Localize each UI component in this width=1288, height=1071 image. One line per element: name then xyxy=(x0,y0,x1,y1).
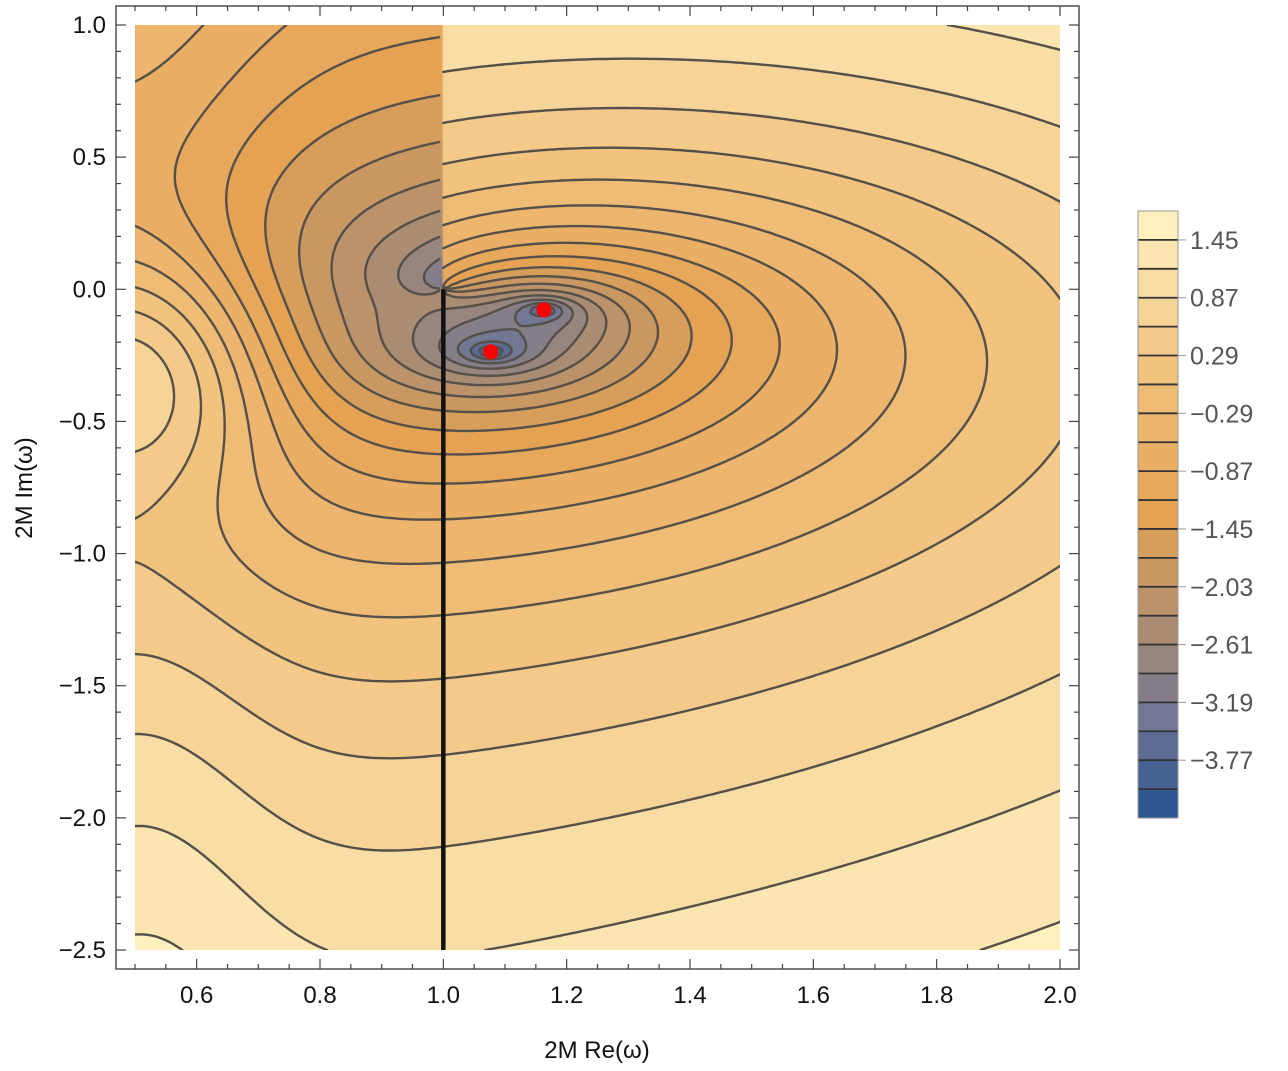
colorbar-band xyxy=(1138,268,1178,299)
y-axis-title: 2M Im(ω) xyxy=(11,437,38,538)
y-tick-label: 1.0 xyxy=(73,12,106,39)
contour-line-18 xyxy=(135,25,1060,950)
colorbar-band xyxy=(1138,355,1178,385)
contour-line-8 xyxy=(298,140,660,414)
colorbar-band xyxy=(1138,557,1178,588)
colorbar-label: −3.19 xyxy=(1190,689,1253,717)
plot-area xyxy=(135,25,1060,950)
colorbar-band xyxy=(1138,528,1178,559)
colorbar-band xyxy=(1138,297,1178,328)
colorbar-band xyxy=(1138,413,1178,443)
y-tick-label: −1.5 xyxy=(59,673,106,700)
colorbar-band xyxy=(1138,731,1178,761)
x-axis-tick-labels: 0.6 0.8 1.0 1.2 1.4 1.6 1.8 2.0 xyxy=(180,982,1077,1009)
y-tick-label: −2.0 xyxy=(59,805,106,832)
colorbar-label: 0.29 xyxy=(1190,343,1239,371)
x-tick-label: 0.8 xyxy=(303,982,336,1009)
contour-line-17 xyxy=(135,57,1060,852)
colorbar-band xyxy=(1138,471,1178,501)
colorbar-band xyxy=(1138,760,1178,790)
y-tick-label: 0.5 xyxy=(73,144,106,171)
contour-line-11 xyxy=(173,25,781,485)
colorbar-band xyxy=(1138,326,1178,357)
axis-ticks xyxy=(116,6,1079,969)
colorbar-label: −0.29 xyxy=(1190,400,1253,428)
colorbar-band xyxy=(1138,789,1178,819)
contour-line-13 xyxy=(135,204,907,566)
y-axis-tick-labels: 1.0 0.5 0.0 −0.5 −1.0 −1.5 −2.0 −2.5 xyxy=(59,12,106,964)
x-tick-label: 1.8 xyxy=(920,982,953,1009)
contour-line-4 xyxy=(422,258,574,370)
colorbar-band xyxy=(1138,384,1178,414)
contour-line-6 xyxy=(364,209,608,387)
contour-line-2 xyxy=(469,304,556,361)
marker-zero-2 xyxy=(483,344,499,360)
colorbar-band xyxy=(1138,644,1178,674)
marked-points xyxy=(483,302,552,360)
y-tick-label: 0.0 xyxy=(73,276,106,303)
colorbar-band xyxy=(1138,239,1178,270)
y-tick-label: −2.5 xyxy=(59,937,106,964)
x-tick-label: 1.2 xyxy=(550,982,583,1009)
colorbar-band xyxy=(1138,211,1178,241)
contour-fill xyxy=(135,25,1060,950)
y-tick-label: −0.5 xyxy=(59,408,106,435)
colorbar-band xyxy=(1138,500,1178,530)
colorbar-frame xyxy=(1137,210,1179,819)
x-tick-label: 0.6 xyxy=(180,982,213,1009)
contour-line-15 xyxy=(135,146,1060,683)
x-tick-label: 1.4 xyxy=(673,982,706,1009)
contour-line-16 xyxy=(135,106,1060,760)
colorbar-label: 1.45 xyxy=(1190,227,1239,255)
contour-line-12 xyxy=(135,25,839,521)
contour-line-19 xyxy=(135,920,1060,950)
colorbar-legend: 1.45 0.87 0.29 −0.29 −0.87 −1.45 −2.03 −2.61 −3.… xyxy=(1137,210,1253,819)
contour-line-9 xyxy=(264,94,693,433)
colorbar-band xyxy=(1138,442,1178,472)
colorbar-band xyxy=(1138,702,1178,732)
colorbar-label: −1.45 xyxy=(1190,516,1253,544)
colorbar-label: −2.03 xyxy=(1190,574,1253,602)
x-tick-label: 1.0 xyxy=(427,982,460,1009)
contour-line-3 xyxy=(456,301,564,365)
y-tick-label: −1.0 xyxy=(59,541,106,568)
contour-line-10 xyxy=(225,36,733,456)
colorbar-label: −3.77 xyxy=(1190,747,1253,775)
marker-zero-1 xyxy=(536,302,552,318)
colorbar-label: −2.61 xyxy=(1190,632,1253,660)
contour-line-5 xyxy=(396,235,589,377)
x-tick-label: 2.0 xyxy=(1043,982,1076,1009)
x-tick-label: 1.6 xyxy=(797,982,830,1009)
x-axis-title: 2M Re(ω) xyxy=(544,1037,649,1064)
colorbar-band xyxy=(1138,615,1178,646)
colorbar-band xyxy=(1138,673,1178,703)
colorbar-label: −0.87 xyxy=(1190,458,1253,486)
contour-line-14 xyxy=(135,178,989,619)
colorbar-band xyxy=(1138,586,1178,617)
colorbar-label: 0.87 xyxy=(1190,285,1239,313)
